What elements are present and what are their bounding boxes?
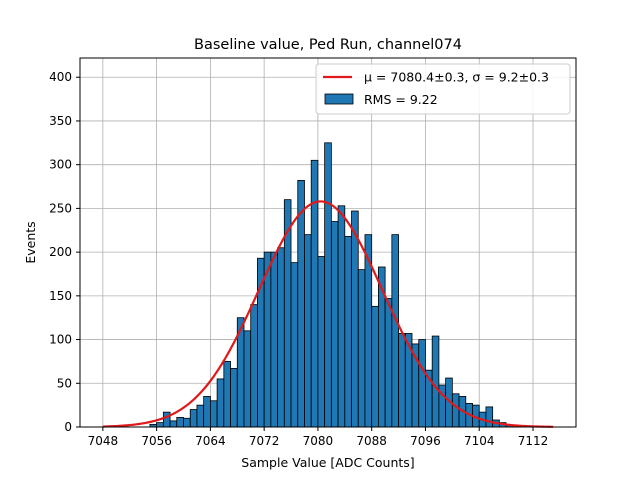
y-tick-label: 50 — [57, 376, 72, 390]
histogram-bar — [391, 234, 399, 428]
histogram-bar — [431, 335, 440, 428]
x-tick-label: 7112 — [518, 434, 549, 448]
plot-frame — [79, 57, 577, 428]
histogram-bar — [216, 378, 225, 428]
legend-box — [315, 63, 571, 115]
histogram-bar — [203, 395, 211, 428]
histogram-bar — [250, 304, 258, 428]
y-tick-label: 400 — [49, 70, 72, 84]
legend-hist-label: RMS = 9.22 — [364, 92, 438, 107]
x-tick-label: 7096 — [410, 434, 441, 448]
histogram-bar — [176, 416, 184, 428]
x-axis-ticks: 7048 7056 7064 7072 7080 7088 7096 7104 7112 — [88, 427, 549, 448]
histogram-bar — [330, 221, 339, 428]
y-tick-label: 100 — [49, 333, 72, 347]
x-tick-label: 7048 — [88, 434, 119, 448]
histogram-bar — [357, 269, 366, 428]
x-axis-label: Sample Value [ADC Counts] — [241, 455, 414, 470]
y-tick-label: 0 — [64, 420, 72, 434]
histogram-bar — [270, 251, 278, 428]
histogram-bar — [290, 262, 299, 428]
histogram-bar — [277, 247, 285, 428]
y-axis-ticks: 0 50 100 150 200 250 300 350 400 — [49, 70, 80, 434]
histogram-bar — [209, 400, 218, 428]
y-tick-label: 350 — [49, 114, 72, 128]
y-tick-label: 300 — [49, 158, 72, 172]
histogram-bar — [189, 409, 198, 428]
histogram-bar — [324, 142, 332, 428]
histogram-bar — [196, 404, 205, 428]
histogram-bar — [371, 305, 379, 428]
histogram-bar — [297, 180, 305, 428]
histogram-bar — [384, 298, 393, 428]
histogram-bar — [485, 406, 494, 428]
histogram-bar — [418, 339, 426, 428]
histogram-bar — [398, 333, 406, 428]
histogram-bar — [344, 235, 352, 428]
x-tick-label: 7088 — [356, 434, 387, 448]
histogram-bar — [337, 205, 346, 428]
legend: μ = 7080.4±0.3, σ = 9.2±0.3 RMS = 9.22 — [315, 63, 571, 115]
gaussian-fit-curve — [102, 200, 554, 428]
histogram-bar — [351, 210, 359, 428]
x-tick-label: 7080 — [303, 434, 334, 448]
legend-fit-label: μ = 7080.4±0.3, σ = 9.2±0.3 — [364, 70, 549, 85]
y-axis-label: Events — [23, 221, 38, 263]
histogram-bar — [169, 420, 178, 428]
histogram-bar — [223, 361, 231, 428]
histogram-bar — [243, 330, 252, 428]
histogram-bar — [230, 368, 238, 428]
legend-hist-swatch — [324, 93, 354, 105]
histogram-bar — [183, 417, 191, 428]
x-tick-label: 7072 — [249, 434, 280, 448]
x-tick-label: 7064 — [195, 434, 226, 448]
histogram-bar — [304, 234, 312, 428]
y-tick-label: 250 — [49, 201, 72, 215]
histogram-bars — [149, 142, 514, 428]
histogram-bar — [310, 159, 319, 428]
histogram-bar — [317, 256, 326, 428]
histogram-bar — [162, 411, 171, 428]
x-tick-label: 7104 — [464, 434, 495, 448]
x-tick-label: 7056 — [141, 434, 172, 448]
chart-title: Baseline value, Ped Run, channel074 — [194, 37, 462, 53]
y-tick-label: 150 — [49, 289, 72, 303]
y-tick-label: 200 — [49, 245, 72, 259]
histogram-bar — [156, 422, 164, 428]
histogram-bar — [451, 393, 460, 428]
